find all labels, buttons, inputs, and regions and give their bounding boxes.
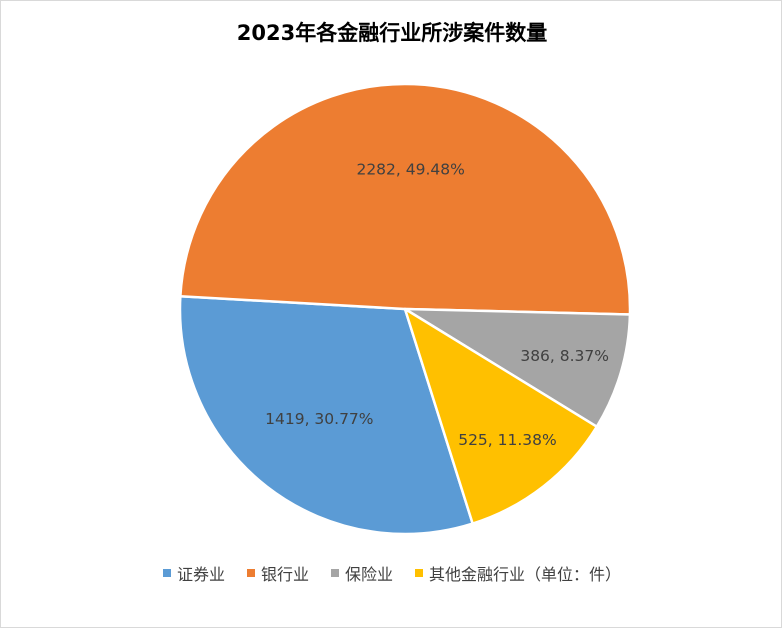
pie-slice-1 bbox=[178, 294, 474, 536]
legend-item-2: 银行业 bbox=[246, 561, 309, 585]
slice-data-label-2: 2282, 49.48% bbox=[356, 161, 464, 179]
legend-swatch bbox=[162, 569, 171, 577]
slice-data-label-4: 525, 11.38% bbox=[458, 431, 557, 449]
legend-label: 其他金融行业（单位：件） bbox=[429, 565, 622, 584]
legend-swatch bbox=[331, 569, 339, 577]
legend-label: 保险业 bbox=[345, 565, 394, 584]
pie-chart: 1419, 30.77% 2282, 49.48% 386, 8.37% 525, 1… bbox=[178, 82, 632, 536]
legend-swatch bbox=[246, 569, 255, 577]
slice-data-label-3: 386, 8.37% bbox=[520, 347, 609, 365]
legend-item-3: 保险业 bbox=[331, 561, 393, 585]
pie-slice-4 bbox=[403, 307, 599, 525]
legend-swatch bbox=[415, 569, 424, 577]
pie-slice-3 bbox=[403, 307, 632, 428]
legend-label: 证券业 bbox=[176, 565, 225, 584]
legend-label: 银行业 bbox=[260, 565, 309, 584]
chart-title: 2023年各金融行业所涉案件数量 bbox=[236, 21, 548, 45]
chart-legend: 证券业 银行业 保险业 其他金融行业（单位：件） bbox=[1, 561, 782, 585]
legend-item-1: 证券业 bbox=[162, 561, 225, 585]
slice-data-label-1: 1419, 30.77% bbox=[265, 410, 373, 428]
legend-item-4: 其他金融行业（单位：件） bbox=[415, 561, 621, 585]
pie-slice-2 bbox=[179, 82, 632, 316]
